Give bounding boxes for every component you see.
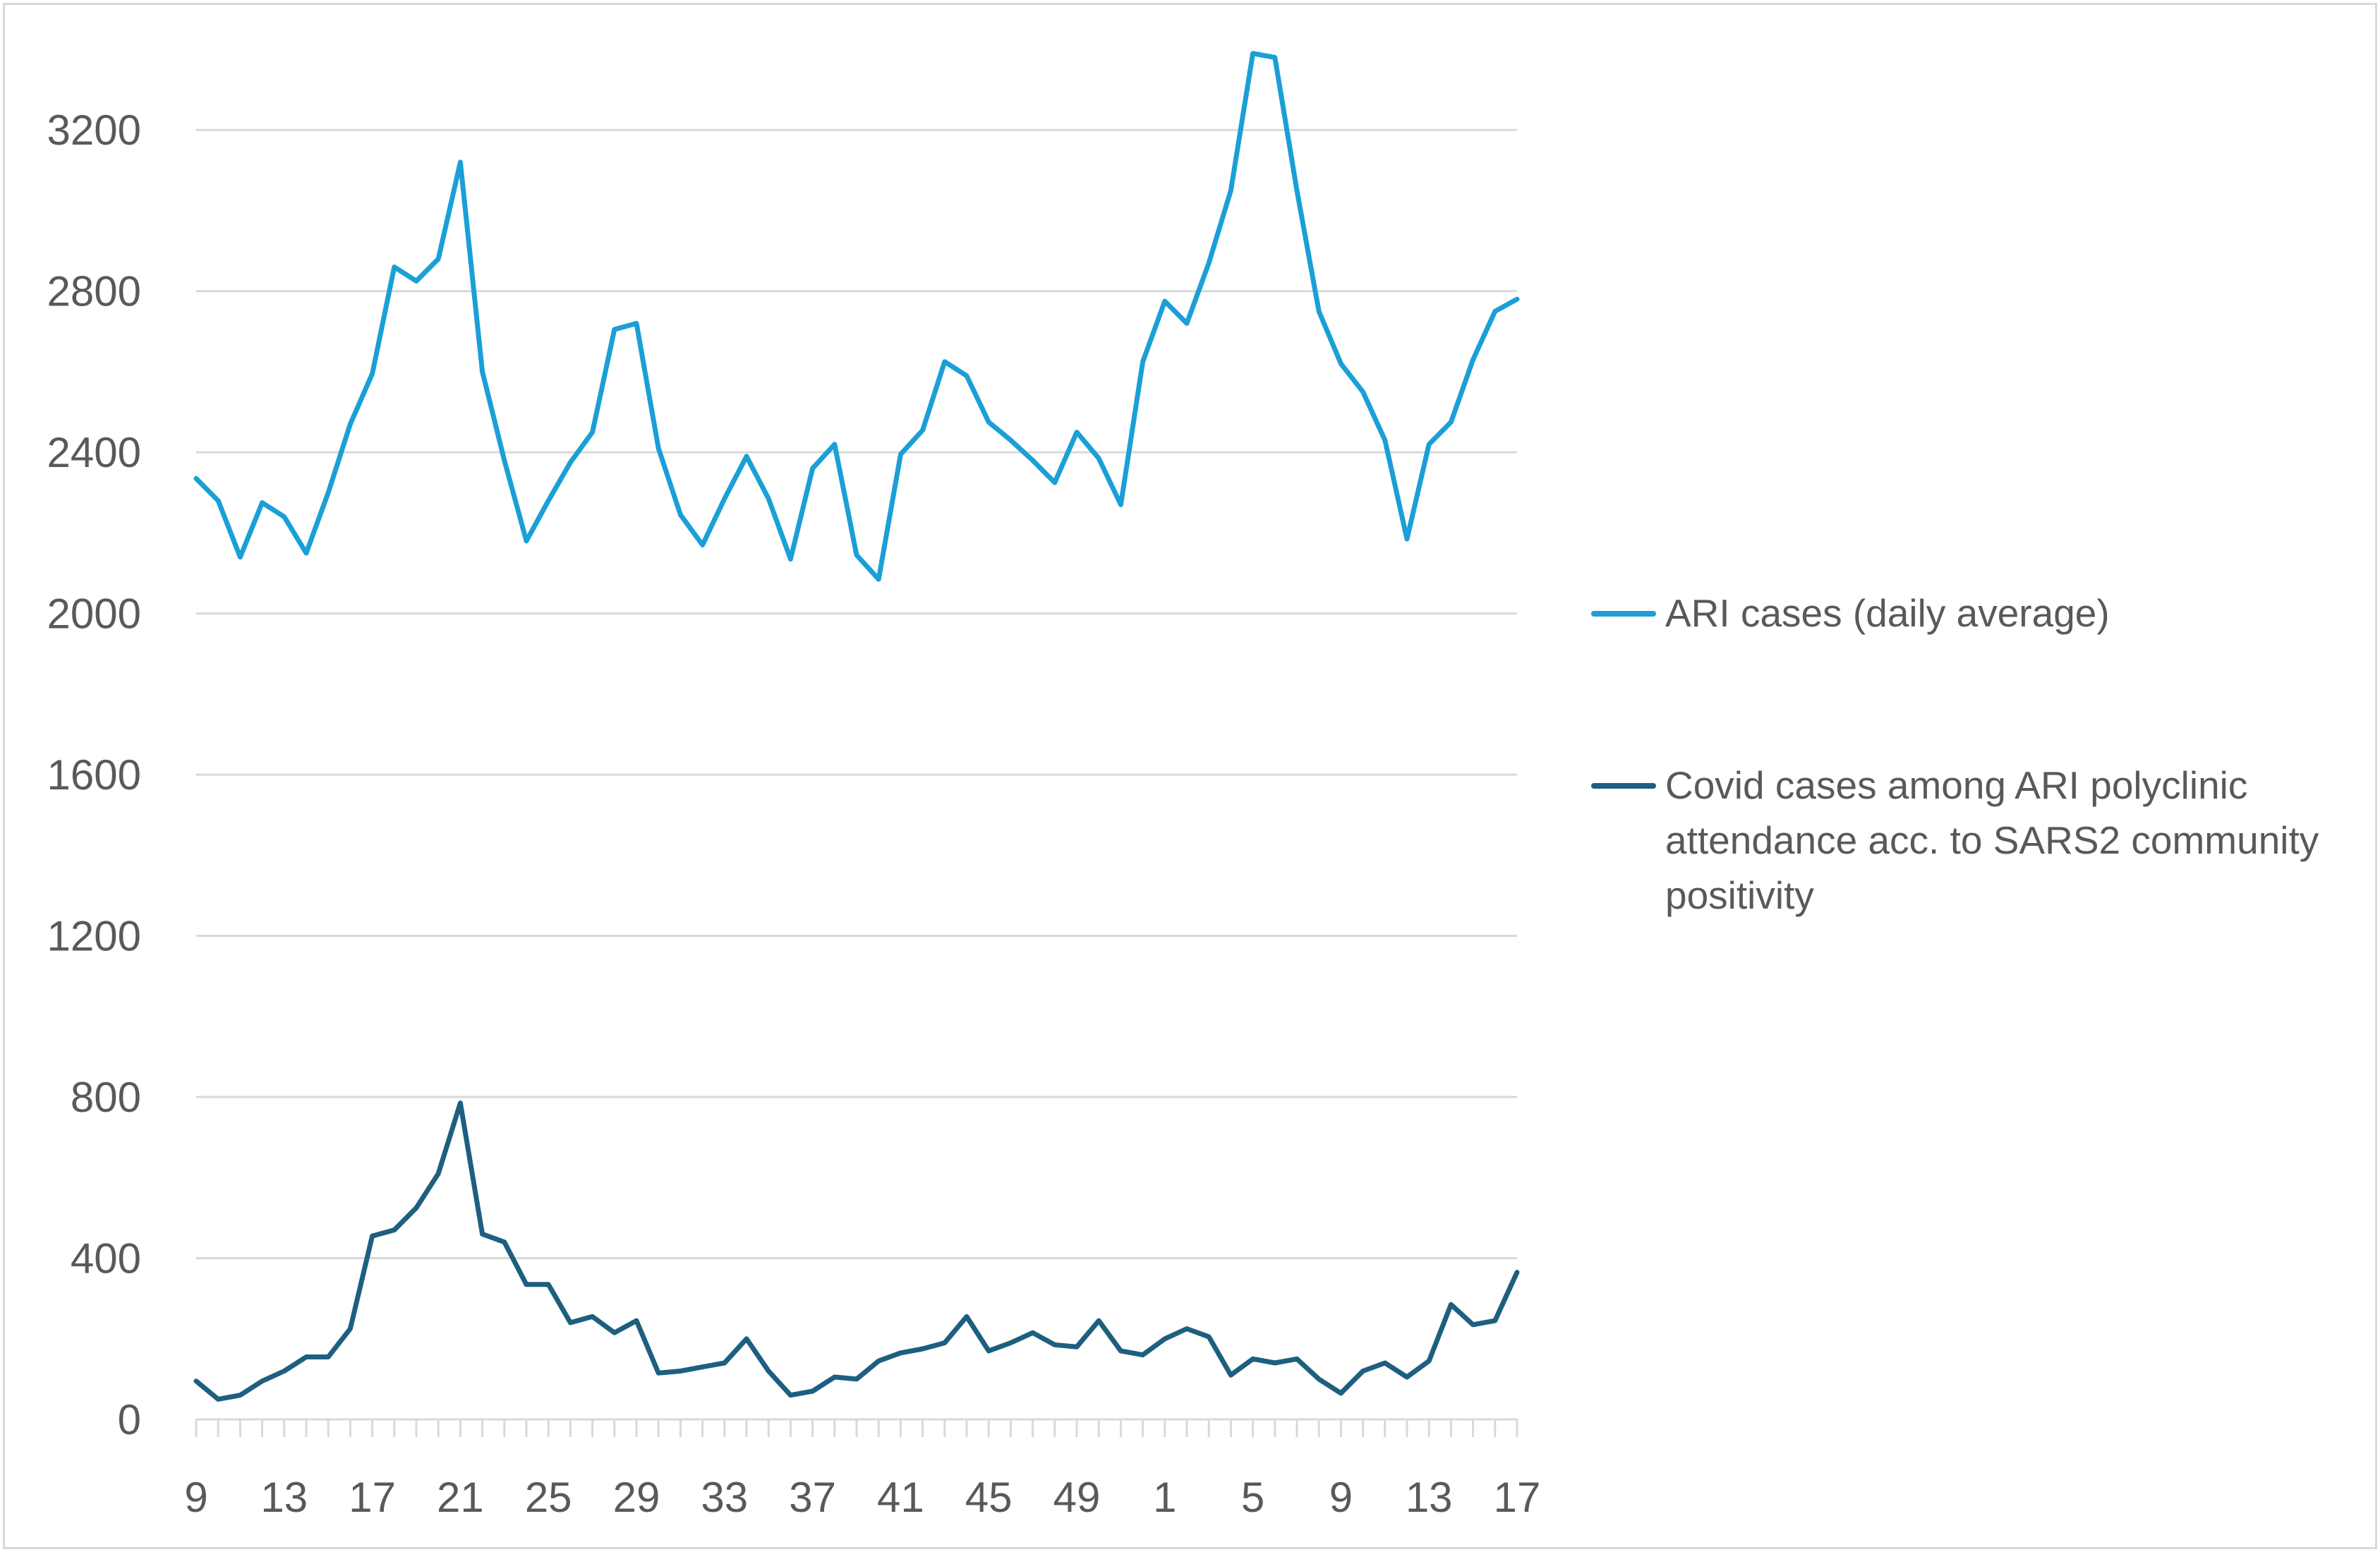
- x-tick-label: 29: [613, 1474, 660, 1521]
- x-tick-label: 9: [1329, 1474, 1353, 1521]
- y-tick-label-1600: 1600: [47, 751, 141, 799]
- x-tick-label: 45: [965, 1474, 1013, 1521]
- x-axis: [195, 1418, 1518, 1437]
- legend-item-ari: ARI cases (daily average): [1591, 586, 2353, 641]
- y-axis-ticks: 0 400 800 1200 1600 2000 2400 2800 3200: [47, 107, 141, 1443]
- series-line-0: [193, 51, 1520, 582]
- legend-label-ari: ARI cases (daily average): [1665, 591, 2110, 635]
- x-tick-label: 1: [1153, 1474, 1176, 1521]
- x-tick-label: 41: [877, 1474, 924, 1521]
- gridlines: [196, 128, 1517, 1260]
- y-tick-label-2400: 2400: [47, 429, 141, 476]
- x-tick-label: 5: [1241, 1474, 1264, 1521]
- legend-label-covid: Covid cases among ARI polyclinic attenda…: [1665, 763, 2319, 917]
- x-tick-label: 17: [1494, 1474, 1541, 1521]
- series-lines: [193, 51, 1520, 1402]
- y-tick-label-1200: 1200: [47, 913, 141, 960]
- x-tick-label: 17: [349, 1474, 396, 1521]
- y-tick-label-400: 400: [71, 1235, 141, 1283]
- legend-swatch-ari: [1591, 611, 1656, 617]
- legend: ARI cases (daily average) Covid cases am…: [1591, 586, 2353, 1040]
- y-tick-label-0: 0: [118, 1396, 141, 1443]
- x-tick-label: 49: [1053, 1474, 1101, 1521]
- x-tick-label: 25: [525, 1474, 572, 1521]
- y-tick-label-2800: 2800: [47, 268, 141, 315]
- x-tick-label: 9: [184, 1474, 207, 1521]
- x-tick-label: 33: [701, 1474, 748, 1521]
- chart-frame: [3, 3, 2377, 1549]
- x-tick-label: 13: [1406, 1474, 1453, 1521]
- legend-swatch-covid: [1591, 783, 1656, 789]
- legend-item-covid: Covid cases among ARI polyclinic attenda…: [1591, 758, 2353, 923]
- x-tick-label: 37: [789, 1474, 836, 1521]
- series-line-1: [193, 1101, 1520, 1402]
- x-axis-ticks: 9 13 17 21 25 29 33 37 41 45 49 1 5 9 13 17: [184, 1474, 1540, 1521]
- y-tick-label-3200: 3200: [47, 107, 141, 154]
- x-tick-label: 13: [260, 1474, 308, 1521]
- y-tick-label-800: 800: [71, 1074, 141, 1121]
- y-tick-label-2000: 2000: [47, 590, 141, 638]
- x-tick-label: 21: [437, 1474, 484, 1521]
